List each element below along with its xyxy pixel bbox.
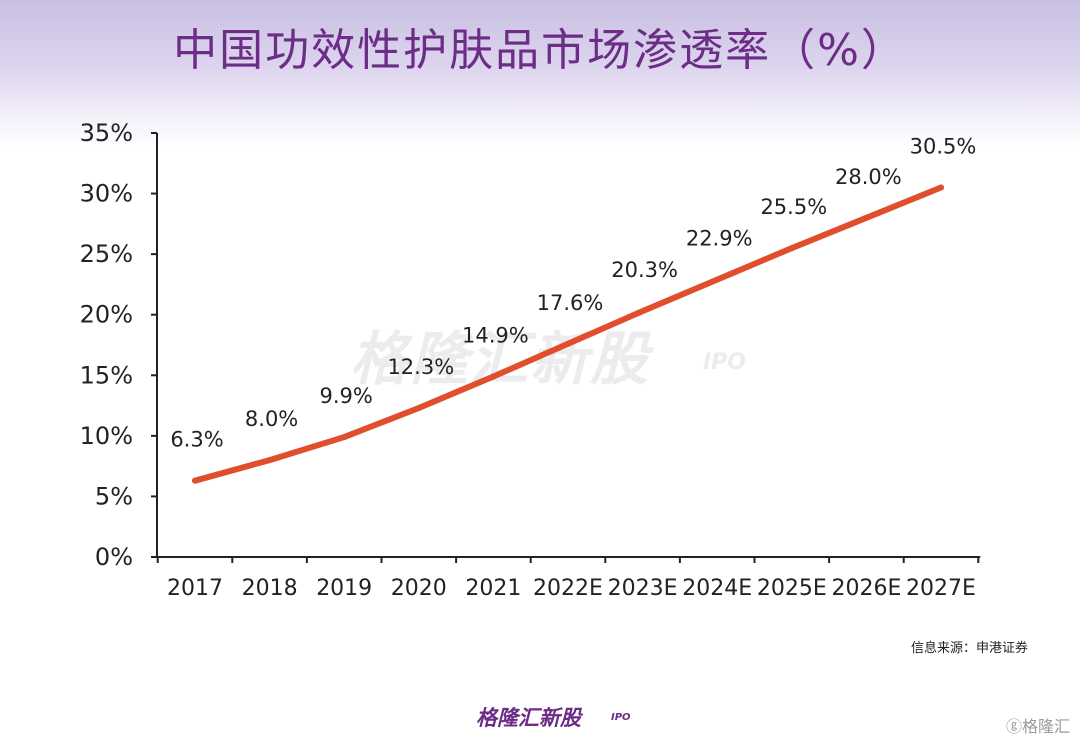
data-point: [415, 404, 422, 411]
x-tick-label: 2026E: [831, 576, 901, 601]
header-band: [0, 0, 1080, 150]
data-label: 8.0%: [245, 407, 298, 431]
data-point: [266, 457, 273, 464]
data-label: 6.3%: [170, 428, 223, 452]
data-label: 28.0%: [835, 165, 902, 189]
chart-title: 中国功效性护肤品市场渗透率（%）: [173, 25, 907, 76]
y-tick-label: 5%: [95, 482, 133, 510]
x-tick-label: 2022E: [533, 576, 603, 601]
data-label: 9.9%: [320, 384, 373, 408]
corner-logo: ⓖ格隆汇: [1005, 717, 1070, 736]
data-point: [192, 477, 198, 484]
data-point: [788, 245, 795, 252]
data-point: [863, 214, 870, 221]
footer-logo: 格隆汇新股: [476, 706, 581, 730]
y-tick-label: 0%: [95, 543, 133, 571]
y-tick-label: 10%: [80, 422, 133, 450]
data-point: [714, 276, 721, 283]
data-point: [639, 308, 646, 315]
x-tick-label: 2023E: [608, 576, 678, 601]
series-line: [192, 184, 944, 484]
data-point: [341, 434, 348, 441]
data-label: 30.5%: [910, 135, 977, 159]
x-tick-label: 2021: [465, 576, 521, 601]
y-tick-label: 25%: [80, 240, 133, 268]
x-tick-label: 2024E: [682, 576, 752, 601]
x-tick-label: 2019: [316, 576, 372, 601]
y-tick-label: 35%: [80, 119, 133, 147]
x-tick-label: 2027E: [906, 576, 976, 601]
data-point: [490, 373, 497, 380]
x-tick-label: 2018: [242, 576, 298, 601]
watermark-logo: 格隆汇新股: [350, 325, 651, 393]
data-label: 14.9%: [462, 323, 529, 347]
y-tick-label: 20%: [80, 301, 133, 329]
footer-logo-ipo: IPO: [611, 712, 631, 723]
x-tick-label: 2025E: [757, 576, 827, 601]
source-note: 信息来源：申港证券: [910, 641, 1028, 656]
data-label: 22.9%: [686, 227, 753, 251]
y-tick-label: 15%: [80, 361, 133, 389]
data-label: 25.5%: [760, 195, 827, 219]
data-point: [938, 184, 944, 191]
data-label: 12.3%: [387, 355, 454, 379]
x-tick-label: 2017: [167, 576, 223, 601]
data-point: [565, 340, 571, 347]
data-label: 17.6%: [537, 291, 604, 315]
y-tick-label: 30%: [80, 180, 133, 208]
data-label: 20.3%: [611, 258, 678, 282]
watermark-ipo: IPO: [703, 350, 747, 375]
x-tick-label: 2020: [391, 576, 447, 601]
